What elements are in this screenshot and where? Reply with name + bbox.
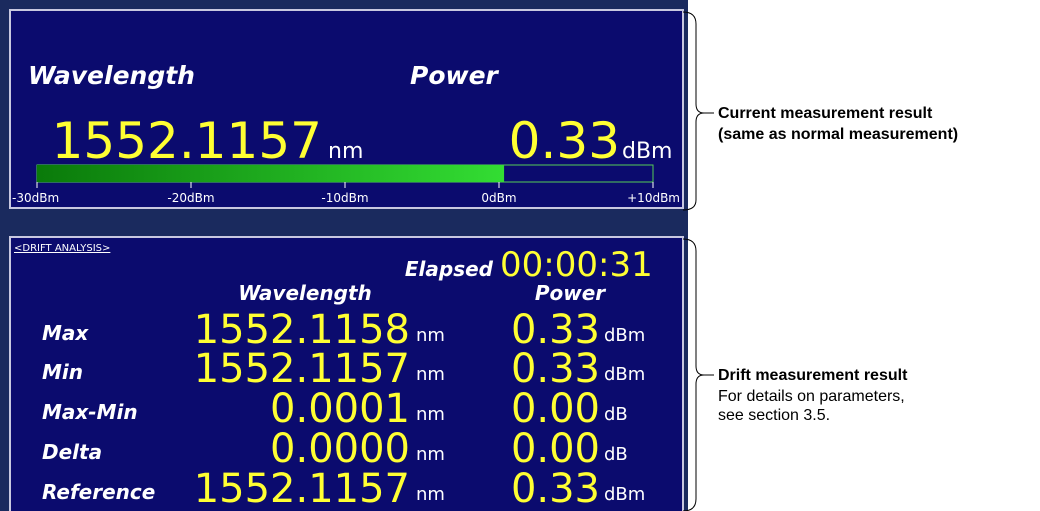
- row-power-unit: dB: [604, 404, 628, 425]
- drift-title: <DRIFT ANALYSIS>: [14, 243, 110, 254]
- meter-fill: [37, 165, 505, 182]
- annotation-title: Current measurement result: [718, 105, 933, 122]
- meter-tick-label: +10dBm: [627, 191, 680, 205]
- row-power-unit: dBm: [604, 364, 645, 385]
- row-wavelength: 1552.1158: [194, 307, 410, 353]
- annotation-line: (same as normal measurement): [718, 126, 958, 143]
- row-power-unit: dBm: [604, 325, 645, 346]
- drift-panel: [9, 236, 684, 511]
- row-label: Min: [42, 360, 83, 384]
- wavelength-value: 1552.1157: [52, 112, 322, 170]
- row-wavelength-unit: nm: [416, 484, 445, 505]
- wavelength-label: Wavelength: [28, 61, 195, 90]
- meter-tick-label: -10dBm: [321, 191, 368, 205]
- wavelength-header: Wavelength: [238, 281, 372, 305]
- elapsed-label: Elapsed: [405, 257, 494, 281]
- row-wavelength: 1552.1157: [194, 466, 410, 511]
- row-wavelength: 0.0000: [270, 426, 410, 472]
- elapsed-value: 00:00:31: [500, 245, 653, 285]
- meter-tick-label: -30dBm: [12, 191, 59, 205]
- row-wavelength-unit: nm: [416, 325, 445, 346]
- row-power: 0.33: [511, 346, 600, 392]
- row-label: Max-Min: [42, 400, 138, 424]
- annotation-line: For details on parameters,: [718, 388, 905, 405]
- row-power: 0.00: [511, 386, 600, 432]
- power-header: Power: [535, 281, 606, 305]
- power-unit: dBm: [622, 139, 673, 164]
- row-label: Delta: [42, 440, 102, 464]
- row-label: Max: [42, 321, 89, 345]
- row-power: 0.33: [511, 307, 600, 353]
- meter-tick-label: -20dBm: [167, 191, 214, 205]
- row-label: Reference: [42, 480, 155, 504]
- row-wavelength-unit: nm: [416, 364, 445, 385]
- row-power: 0.00: [511, 426, 600, 472]
- row-wavelength: 1552.1157: [194, 346, 410, 392]
- row-power: 0.33: [511, 466, 600, 511]
- power-label: Power: [410, 61, 500, 90]
- power-value: 0.33: [509, 112, 620, 170]
- row-wavelength-unit: nm: [416, 444, 445, 465]
- meter-tick-label: 0dBm: [481, 191, 516, 205]
- wavelength-unit: nm: [328, 139, 363, 164]
- annotation-title: Drift measurement result: [718, 367, 908, 384]
- row-power-unit: dBm: [604, 484, 645, 505]
- row-power-unit: dB: [604, 444, 628, 465]
- row-wavelength-unit: nm: [416, 404, 445, 425]
- row-wavelength: 0.0001: [270, 386, 410, 432]
- annotation-line: see section 3.5.: [718, 407, 830, 424]
